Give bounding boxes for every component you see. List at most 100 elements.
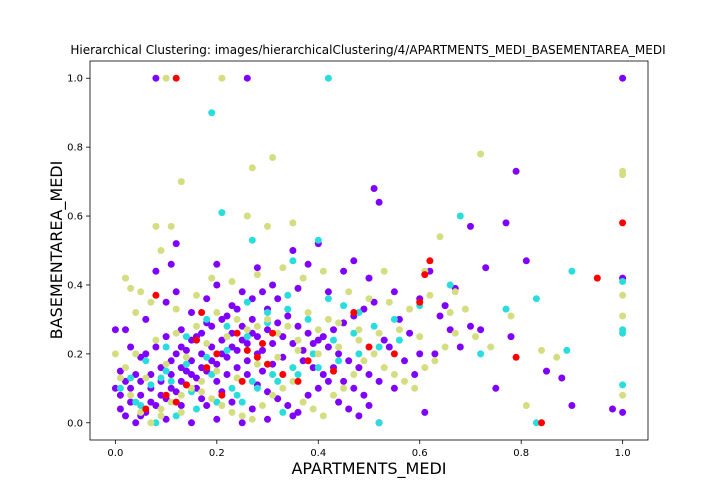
data-point-cluster-2-40: [345, 288, 353, 296]
data-point-cluster-2-1: [218, 74, 226, 82]
data-point-cluster-2-77: [238, 412, 246, 420]
data-point-cluster-0-196: [177, 343, 185, 351]
data-point-cluster-0-77: [390, 288, 398, 296]
data-point-cluster-0-80: [340, 267, 348, 275]
data-point-cluster-0-68: [395, 315, 403, 323]
data-point-cluster-0-22: [619, 408, 627, 416]
data-point-cluster-2-93: [401, 377, 408, 385]
data-point-cluster-3-19: [182, 381, 190, 389]
data-point-cluster-2-113: [294, 346, 302, 354]
data-point-cluster-0-17: [568, 402, 576, 409]
data-point-cluster-2-23: [522, 402, 530, 409]
data-point-cluster-0-58: [294, 322, 302, 330]
data-point-cluster-2-111: [253, 360, 261, 368]
data-point-cluster-0-83: [289, 247, 297, 254]
data-point-cluster-0-126: [213, 415, 221, 423]
data-point-cluster-2-42: [385, 298, 393, 306]
data-point-cluster-0-60: [314, 336, 322, 344]
data-point-cluster-0-166: [238, 336, 246, 344]
data-point-cluster-1-55: [284, 305, 292, 313]
data-point-cluster-1-18: [289, 257, 297, 265]
data-point-cluster-1-22: [340, 302, 348, 310]
data-point-cluster-1-63: [289, 364, 297, 372]
data-point-cluster-3-10: [152, 291, 160, 299]
x-tick-label-1: 0.2: [209, 448, 225, 459]
data-point-cluster-1-31: [162, 343, 170, 351]
data-point-cluster-3-13: [264, 360, 271, 368]
data-point-cluster-0-197: [248, 295, 256, 303]
data-point-cluster-0-149: [431, 350, 439, 358]
data-point-cluster-2-0: [162, 74, 170, 82]
data-point-cluster-2-30: [132, 309, 140, 316]
data-point-cluster-0-180: [279, 333, 287, 341]
data-point-cluster-2-12: [264, 222, 271, 230]
data-point-cluster-1-47: [375, 343, 383, 351]
data-point-cluster-2-117: [198, 388, 206, 396]
data-point-cluster-0-40: [116, 405, 124, 413]
data-point-cluster-0-142: [340, 319, 348, 327]
data-point-cluster-2-70: [167, 398, 175, 406]
data-point-cluster-3-2: [426, 257, 434, 265]
data-point-cluster-2-89: [360, 357, 368, 365]
data-point-cluster-0-119: [345, 405, 353, 413]
data-point-cluster-0-35: [167, 371, 175, 378]
data-point-cluster-0-176: [147, 371, 155, 378]
data-point-cluster-2-96: [431, 357, 439, 365]
data-point-cluster-1-56: [147, 381, 155, 389]
data-point-cluster-2-4: [248, 164, 256, 172]
data-point-cluster-0-18: [421, 408, 429, 416]
data-point-cluster-2-78: [248, 415, 256, 423]
data-point-cluster-0-111: [264, 388, 271, 396]
data-point-cluster-0-65: [365, 371, 373, 378]
data-point-cluster-2-13: [157, 247, 165, 254]
data-point-cluster-3-7: [538, 419, 545, 427]
data-point-cluster-0-131: [198, 395, 206, 403]
data-point-cluster-0-187: [350, 384, 358, 392]
data-point-cluster-1-48: [395, 336, 403, 344]
data-point-cluster-0-128: [162, 415, 170, 423]
data-point-cluster-0-92: [111, 326, 119, 334]
data-point-cluster-3-30: [213, 350, 221, 358]
data-point-cluster-0-94: [127, 343, 135, 351]
data-point-cluster-0-101: [152, 343, 160, 351]
data-point-cluster-2-105: [304, 309, 312, 316]
data-point-cluster-0-61: [324, 343, 332, 351]
data-point-cluster-0-12: [426, 267, 434, 275]
data-point-cluster-2-108: [142, 374, 150, 382]
data-point-cluster-2-86: [330, 391, 337, 399]
data-point-cluster-0-42: [132, 419, 140, 427]
data-point-cluster-1-52: [223, 346, 231, 354]
data-point-cluster-1-51: [203, 353, 211, 361]
data-point-cluster-0-98: [122, 377, 129, 385]
data-point-cluster-2-73: [198, 377, 206, 385]
data-point-cluster-0-118: [335, 398, 343, 406]
data-point-cluster-0-116: [314, 384, 322, 392]
data-point-cluster-3-1: [619, 219, 627, 227]
data-point-cluster-0-108: [233, 305, 241, 313]
data-point-cluster-0-181: [289, 340, 297, 347]
data-point-cluster-2-60: [193, 322, 200, 330]
data-point-cluster-2-63: [132, 350, 140, 358]
data-point-cluster-2-7: [619, 171, 627, 179]
x-tick-label-5: 1.0: [615, 448, 631, 459]
data-point-cluster-0-25: [274, 295, 282, 303]
data-point-cluster-2-48: [487, 343, 495, 351]
data-point-cluster-0-87: [203, 295, 211, 303]
data-point-cluster-0-154: [172, 350, 180, 358]
data-point-cluster-2-68: [147, 419, 155, 427]
data-point-cluster-3-3: [421, 271, 429, 279]
data-point-cluster-0-56: [274, 319, 282, 327]
data-point-cluster-2-56: [274, 329, 282, 337]
data-point-cluster-2-14: [436, 233, 444, 241]
data-point-cluster-0-145: [370, 298, 378, 306]
data-point-cluster-2-114: [314, 326, 322, 334]
data-point-cluster-1-21: [355, 309, 363, 316]
data-point-cluster-0-69: [406, 329, 414, 337]
data-point-cluster-2-37: [279, 264, 287, 272]
data-point-cluster-2-58: [233, 315, 241, 323]
data-point-cluster-2-41: [365, 295, 373, 303]
data-point-cluster-2-83: [299, 398, 307, 406]
data-point-cluster-0-14: [522, 257, 530, 265]
data-point-cluster-3-0: [172, 74, 180, 82]
data-point-cluster-2-82: [289, 377, 297, 385]
